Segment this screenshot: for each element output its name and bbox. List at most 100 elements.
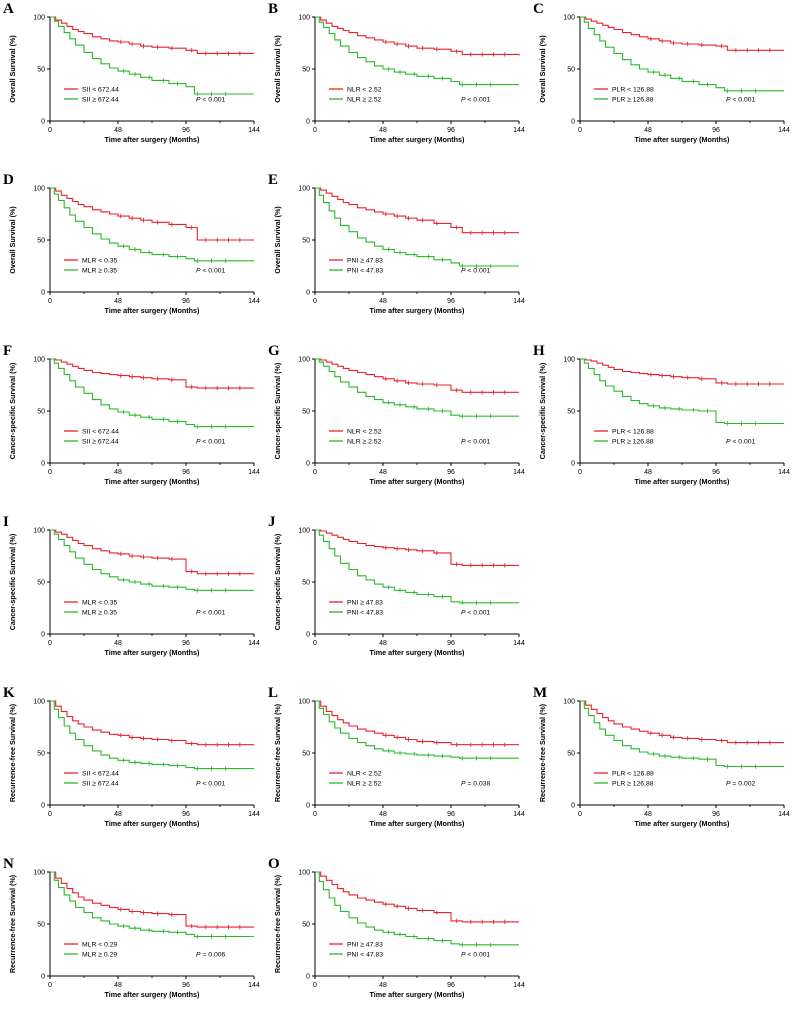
svg-text:0: 0: [313, 469, 317, 476]
svg-text:144: 144: [778, 811, 790, 818]
censor-marks: [123, 923, 227, 939]
svg-text:144: 144: [248, 982, 260, 989]
svg-text:144: 144: [513, 127, 525, 134]
svg-text:PLR ≥ 126.88: PLR ≥ 126.88: [612, 96, 654, 103]
svg-text:50: 50: [567, 750, 575, 757]
axes: [47, 16, 255, 124]
legend-item-red: NLR < 2.52: [329, 428, 382, 435]
survival-curve-red: [50, 871, 254, 928]
svg-text:0: 0: [48, 982, 52, 989]
censor-marks: [385, 211, 506, 235]
censor-marks: [120, 733, 241, 747]
legend-item-green: PLR ≥ 126.88: [594, 96, 654, 103]
svg-text:0: 0: [48, 298, 52, 305]
svg-text:48: 48: [114, 298, 122, 305]
tick-labels: 0 50 100 0 48 96 144: [33, 869, 260, 989]
axes: [47, 529, 255, 637]
p-value: P < 0.001: [461, 96, 491, 103]
svg-text:0: 0: [306, 118, 310, 125]
panel-letter: E: [268, 172, 279, 188]
svg-text:0: 0: [48, 127, 52, 134]
censor-marks: [385, 733, 506, 747]
censor-marks: [388, 748, 492, 761]
km-panel-i: I 0 50 100 0 48 96 144 Cancer-specific Survival…: [0, 513, 265, 684]
p-value: P < 0.001: [196, 438, 226, 445]
survival-curve-green: [315, 187, 519, 267]
x-axis-label: Time after surgery (Months): [370, 648, 466, 657]
legend-item-red: SII < 672.44: [64, 770, 119, 777]
svg-text:96: 96: [712, 127, 720, 134]
axes: [577, 16, 785, 124]
svg-text:48: 48: [114, 640, 122, 647]
y-axis-label: Overall Survival (%): [8, 35, 17, 103]
survival-curve-red: [315, 871, 519, 923]
svg-text:50: 50: [37, 408, 45, 415]
svg-text:MLR < 0.35: MLR < 0.35: [82, 257, 118, 264]
axes: [47, 358, 255, 466]
x-axis-label: Time after surgery (Months): [370, 135, 466, 144]
svg-text:48: 48: [379, 298, 387, 305]
y-axis-label: Cancer-specific Survival (%): [8, 533, 17, 630]
panel-letter: J: [268, 514, 276, 530]
svg-text:50: 50: [567, 66, 575, 73]
y-axis-label: Cancer-specific Survival (%): [273, 362, 282, 459]
svg-text:50: 50: [567, 408, 575, 415]
survival-plot: 0 50 100 0 48 96 144 Cancer-specific Survival (…: [273, 527, 525, 657]
empty-cell: [530, 171, 795, 342]
legend-item-green: PNI < 47.83: [329, 609, 383, 616]
svg-text:SII < 672.44: SII < 672.44: [82, 770, 119, 777]
svg-text:100: 100: [33, 527, 45, 534]
x-axis-label: Time after surgery (Months): [105, 819, 201, 828]
km-panel-c: C 0 50 100 0 48 96 144 Overall Survival (%) Time…: [530, 0, 795, 171]
km-panel-k: K 0 50 100 0 48 96 144 Recurrence-free Survival…: [0, 684, 265, 855]
empty-cell: [530, 855, 795, 1026]
y-axis-label: Recurrence-free Survival (%): [8, 874, 17, 973]
x-axis-label: Time after surgery (Months): [105, 477, 201, 486]
tick-labels: 0 50 100 0 48 96 144: [563, 698, 790, 818]
svg-text:0: 0: [306, 631, 310, 638]
svg-text:144: 144: [778, 127, 790, 134]
svg-text:0: 0: [41, 973, 45, 980]
survival-plot: 0 50 100 0 48 96 144 Recurrence-free Survival (…: [273, 869, 525, 999]
svg-text:0: 0: [313, 640, 317, 647]
svg-text:48: 48: [379, 811, 387, 818]
svg-text:100: 100: [298, 185, 310, 192]
svg-text:48: 48: [114, 469, 122, 476]
km-panel-l: L 0 50 100 0 48 96 144 Recurrence-free Survival…: [265, 684, 530, 855]
svg-text:100: 100: [563, 698, 575, 705]
censor-marks: [123, 68, 227, 97]
svg-text:0: 0: [48, 811, 52, 818]
survival-curve-green: [315, 700, 519, 759]
survival-curve-red: [50, 529, 254, 575]
censor-marks: [123, 758, 227, 771]
survival-plot: 0 50 100 0 48 96 144 Recurrence-free Survival (…: [273, 698, 525, 828]
censor-marks: [388, 66, 492, 87]
legend-item-green: SII ≥ 672.44: [64, 96, 119, 103]
axes: [577, 358, 785, 466]
p-value: P < 0.001: [196, 609, 226, 616]
svg-text:96: 96: [447, 811, 455, 818]
panel-letter: F: [3, 343, 13, 359]
svg-text:144: 144: [513, 982, 525, 989]
legend-item-green: NLR ≥ 2.52: [329, 780, 382, 787]
km-panel-g: G 0 50 100 0 48 96 144 Cancer-specific Survival…: [265, 342, 530, 513]
p-value: P < 0.001: [461, 951, 491, 958]
tick-labels: 0 50 100 0 48 96 144: [563, 14, 790, 134]
svg-text:96: 96: [182, 469, 190, 476]
svg-text:144: 144: [513, 811, 525, 818]
survival-plot: 0 50 100 0 48 96 144 Recurrence-free Survival (…: [8, 698, 260, 828]
svg-text:100: 100: [563, 356, 575, 363]
axes: [312, 700, 520, 808]
svg-text:0: 0: [41, 631, 45, 638]
x-axis-label: Time after surgery (Months): [370, 306, 466, 315]
svg-text:NLR ≥ 2.52: NLR ≥ 2.52: [347, 780, 382, 787]
survival-curve-green: [50, 871, 254, 938]
censor-marks: [120, 907, 241, 930]
svg-text:50: 50: [302, 66, 310, 73]
legend-item-red: MLR < 0.35: [64, 257, 118, 264]
legend-item-red: PLR < 126.88: [594, 86, 654, 93]
svg-text:PNI < 47.83: PNI < 47.83: [347, 609, 383, 616]
survival-curve-green: [50, 16, 254, 95]
legend-item-red: PNI ≥ 47.83: [329, 599, 383, 606]
svg-text:144: 144: [778, 469, 790, 476]
